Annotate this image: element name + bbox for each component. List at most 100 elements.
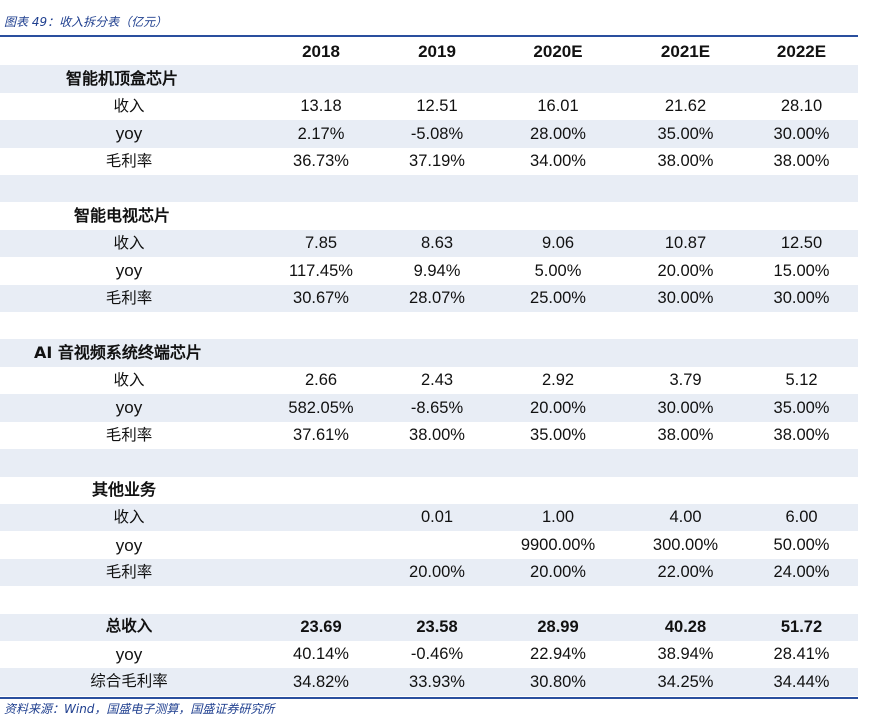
cell-y2020e: 20.00% — [490, 394, 626, 422]
column-header-y2021e: 2021E — [660, 42, 711, 62]
cell-y2022e: 24.00% — [745, 558, 858, 587]
row-label: 其他业务 — [92, 480, 157, 500]
cell-y2022e: 30.00% — [745, 284, 858, 313]
cell-y2019 — [384, 586, 490, 613]
cell-y2019: 9.94% — [413, 261, 461, 280]
cell-y2022e: 38.00% — [773, 426, 830, 445]
cell-y2018 — [258, 531, 384, 558]
cell-y2021e — [626, 339, 745, 367]
cell-y2021e: 34.25% — [626, 668, 745, 696]
spacer-row — [0, 175, 858, 203]
cell-y2021e: 38.00% — [657, 152, 714, 171]
table-row: 毛利率 36.73% 37.19% 34.00% 38.00% 38.00% — [0, 148, 858, 175]
table-row: 毛利率 37.61% 38.00% 35.00% 38.00% 38.00% — [0, 422, 858, 449]
row-label: 收入 — [0, 503, 258, 532]
table-row: 收入 0.01 1.00 4.00 6.00 — [0, 503, 858, 532]
section-header-row: 智能机顶盒芯片 — [0, 65, 858, 93]
cell-y2021e: 10.87 — [626, 229, 745, 258]
cell-y2020e: 22.94% — [530, 645, 586, 664]
cell-y2020e: 20.00% — [490, 558, 626, 587]
cell-y2019: 20.00% — [384, 558, 490, 587]
cell-y2019: -8.65% — [384, 394, 490, 422]
cell-y2020e — [490, 312, 626, 339]
cell-y2020e — [490, 339, 626, 367]
row-label: 毛利率 — [105, 151, 153, 170]
cell-y2019: 2.43 — [420, 371, 454, 390]
cell-y2021e: 30.00% — [626, 284, 745, 313]
cell-y2022e — [745, 65, 858, 93]
cell-y2020e: 30.80% — [490, 668, 626, 696]
cell-y2018 — [258, 65, 384, 93]
cell-y2020e — [490, 175, 626, 203]
cell-y2020e: 2.92 — [541, 371, 575, 390]
row-label: 收入 — [113, 370, 145, 389]
section-header-row: 其他业务 — [0, 477, 858, 504]
cell-y2018: 117.45% — [289, 261, 353, 280]
cell-y2019: 0.01 — [384, 503, 490, 532]
row-label: 智能电视芯片 — [74, 206, 171, 226]
cell-y2021e — [626, 312, 745, 339]
cell-y2018: 7.85 — [258, 229, 384, 258]
cell-y2019 — [384, 175, 490, 203]
cell-y2020e — [490, 449, 626, 477]
cell-y2018 — [258, 202, 384, 229]
cell-y2021e — [626, 449, 745, 477]
cell-y2021e — [626, 477, 745, 504]
cell-y2022e: 35.00% — [745, 394, 858, 422]
row-label: 综合毛利率 — [0, 668, 258, 696]
cell-y2020e: 35.00% — [530, 426, 586, 445]
cell-y2020e: 25.00% — [490, 284, 626, 313]
cell-y2018: 36.73% — [293, 152, 349, 171]
row-label — [0, 586, 258, 613]
row-label: yoy — [115, 261, 143, 281]
cell-y2021e: 21.62 — [664, 97, 707, 116]
cell-y2020e: 5.00% — [534, 261, 582, 280]
cell-y2018: 13.18 — [300, 97, 342, 116]
table-row: 毛利率 30.67% 28.07% 25.00% 30.00% 30.00% — [0, 284, 858, 313]
cell-y2020e: 28.00% — [490, 120, 626, 148]
row-label: 毛利率 — [0, 284, 258, 313]
cell-y2021e: 38.94% — [657, 645, 714, 664]
column-header-y2019: 2019 — [418, 42, 456, 62]
cell-y2020e — [490, 65, 626, 93]
cell-y2020e: 9900.00% — [520, 535, 596, 554]
cell-y2022e: 5.12 — [785, 371, 818, 390]
table-row: 收入 2.66 2.43 2.92 3.79 5.12 — [0, 367, 858, 394]
cell-y2021e: 30.00% — [626, 394, 745, 422]
cell-y2018: 30.67% — [258, 284, 384, 313]
revenue-breakdown-table: 2018 2019 2020E 2021E 2022E 智能机顶盒芯片 收入 13.18 12.… — [0, 38, 858, 696]
cell-y2021e: 4.00 — [626, 503, 745, 532]
cell-y2022e — [745, 339, 858, 367]
cell-y2018: 40.14% — [293, 645, 349, 664]
cell-y2021e — [626, 202, 745, 229]
cell-y2020e: 1.00 — [490, 503, 626, 532]
table-row: yoy 582.05% -8.65% 20.00% 30.00% 35.00% — [0, 394, 858, 422]
row-label: 毛利率 — [105, 425, 153, 444]
cell-y2021e — [626, 175, 745, 203]
cell-y2019: 28.07% — [384, 284, 490, 313]
cell-y2022e — [745, 202, 858, 229]
cell-y2021e: 40.28 — [626, 613, 745, 641]
cell-y2018: 34.82% — [258, 668, 384, 696]
cell-y2019: 33.93% — [384, 668, 490, 696]
column-header-y2020e: 2020E — [533, 42, 583, 62]
table-row: yoy 9900.00% 300.00% 50.00% — [0, 531, 858, 558]
cell-y2018 — [258, 449, 384, 477]
cell-y2022e: 12.50 — [745, 229, 858, 258]
cell-y2021e: 3.79 — [669, 371, 702, 390]
source-note: 资料来源：Wind，国盛电子测算，国盛证券研究所 — [4, 702, 275, 716]
cell-y2022e: 38.00% — [773, 152, 830, 171]
table-row: 收入 7.85 8.63 9.06 10.87 12.50 — [0, 229, 858, 258]
table-row: 收入 13.18 12.51 16.01 21.62 28.10 — [0, 93, 858, 120]
cell-y2018: 23.69 — [258, 613, 384, 641]
cell-y2021e: 300.00% — [652, 535, 719, 554]
row-label: AI 音视频系统终端芯片 — [0, 339, 258, 367]
row-label — [0, 312, 258, 339]
table-row: 综合毛利率 34.82% 33.93% 30.80% 34.25% 34.44% — [0, 668, 858, 696]
cell-y2022e: 15.00% — [773, 261, 830, 280]
row-label — [0, 175, 258, 203]
cell-y2018 — [258, 558, 384, 587]
row-label: 总收入 — [0, 613, 258, 641]
spacer-row — [0, 449, 858, 477]
cell-y2018 — [258, 503, 384, 532]
